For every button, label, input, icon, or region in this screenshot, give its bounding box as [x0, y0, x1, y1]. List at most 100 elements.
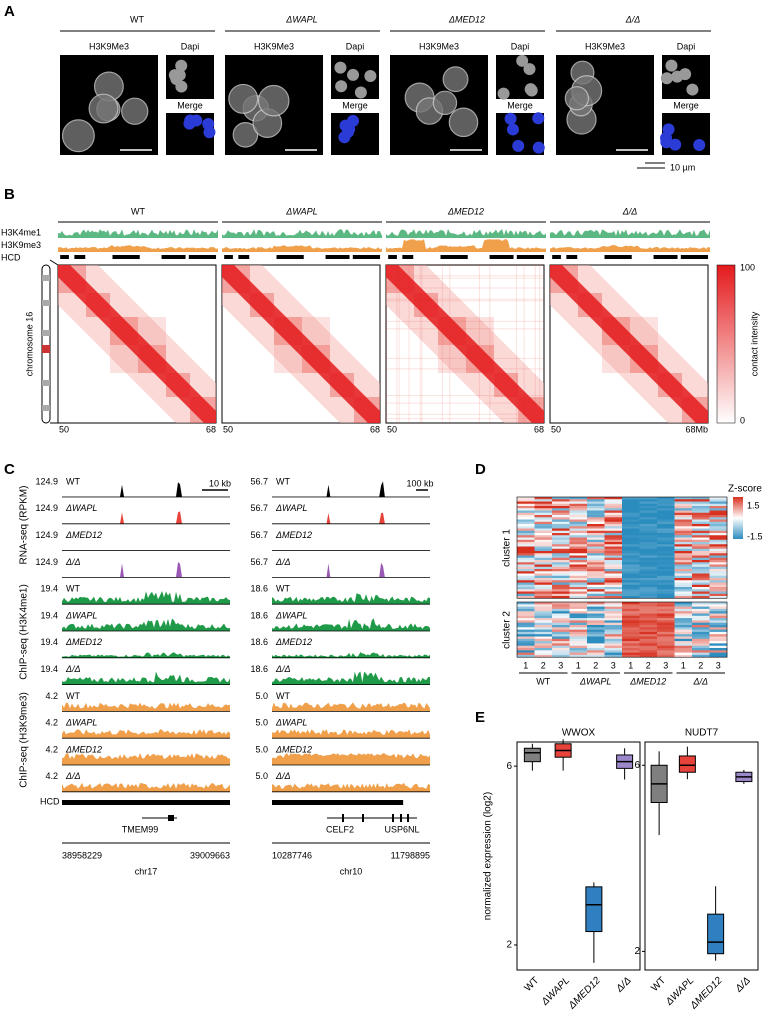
y-tick-label: 6 — [634, 760, 640, 771]
coord-label: 39009663 — [190, 850, 230, 860]
image-label: Merge — [507, 100, 533, 110]
nucleus — [257, 84, 290, 117]
heatmap-cell — [622, 582, 640, 586]
replicate-label: 3 — [716, 660, 721, 670]
heatmap-cell — [674, 625, 693, 628]
heatmap-cell — [639, 537, 658, 541]
heatmap-cell — [604, 546, 623, 550]
heatmap-cell — [604, 604, 623, 607]
heatmap-cell — [604, 596, 623, 599]
heatmap-cell — [674, 648, 693, 651]
heatmap-cell — [552, 582, 570, 586]
heatmap-cell — [639, 503, 658, 507]
heatmap-cell — [517, 499, 535, 502]
signal-track — [272, 562, 430, 578]
heatmap-cell — [692, 519, 710, 523]
heatmap-cell — [622, 515, 640, 518]
heatmap-cell — [552, 575, 570, 579]
heatmap-cell — [674, 622, 693, 626]
heatmap-cell — [622, 602, 640, 605]
heatmap-cell — [692, 587, 710, 590]
heatmap-cell — [709, 611, 728, 614]
heatmap-cell — [517, 584, 535, 588]
heatmap-cell — [569, 648, 588, 651]
heatmap-cell — [622, 608, 640, 612]
hcd-bar — [276, 255, 304, 259]
heatmap-cell — [709, 524, 728, 527]
heatmap-cell — [639, 589, 658, 592]
heatmap-cell — [692, 528, 710, 532]
heatmap-cell — [622, 517, 640, 520]
heatmap-cell — [674, 535, 693, 538]
track-scale: 5.0 — [255, 744, 268, 754]
heatmap-cell — [569, 606, 588, 610]
gene-label: USP6NL — [384, 824, 419, 834]
image-label: H3K9Me3 — [419, 41, 459, 51]
heatmap-cell — [692, 537, 710, 541]
heatmap-cell — [639, 634, 658, 637]
box — [523, 747, 541, 763]
heatmap-cell — [552, 517, 570, 520]
heatmap-cell — [587, 564, 605, 568]
heatmap-cell — [534, 648, 553, 651]
y-tick-label: 2 — [634, 946, 640, 957]
heatmap-cell — [569, 569, 588, 572]
heatmap-cell — [692, 553, 710, 556]
heatmap-cell — [552, 519, 570, 523]
heatmap-cell — [622, 648, 640, 651]
heatmap-cell — [709, 555, 728, 559]
heatmap-cell — [674, 515, 693, 518]
hcd-bar — [60, 255, 69, 259]
heatmap-cell — [692, 604, 710, 607]
heatmap-cell — [657, 512, 675, 516]
heatmap-cell — [622, 613, 640, 617]
heatmap-cell — [639, 564, 658, 568]
heatmap-cell — [552, 524, 570, 527]
heatmap-cell — [587, 575, 605, 579]
heatmap-cell — [604, 517, 623, 520]
heatmap-cell — [674, 643, 693, 646]
heatmap-cell — [517, 654, 535, 658]
heatmap-cell — [709, 564, 728, 568]
heatmap-cell — [674, 618, 693, 621]
panel-label: A — [4, 3, 15, 20]
track-scale: 19.4 — [40, 610, 58, 620]
nucleus — [679, 68, 692, 81]
heatmap-cell — [657, 560, 675, 563]
heatmap-cell — [569, 634, 588, 637]
exon — [342, 814, 344, 822]
track-name: Δ/Δ — [275, 664, 291, 674]
hcd-bar — [112, 255, 140, 259]
heatmap-cell — [674, 615, 693, 619]
heatmap-cell — [657, 587, 675, 590]
heatmap-cell — [622, 596, 640, 599]
heatmap-cell — [587, 562, 605, 565]
nucleus — [121, 97, 149, 125]
heatmap-cell — [622, 615, 640, 619]
heatmap-cell — [709, 510, 728, 514]
heatmap-cell — [709, 622, 728, 626]
heatmap-cell — [639, 571, 658, 574]
heatmap-cell — [657, 636, 675, 640]
heatmap-cell — [604, 564, 623, 568]
panel-label: C — [4, 461, 15, 478]
nucleus — [183, 117, 196, 130]
heatmap-cell — [534, 564, 553, 568]
heatmap-cell — [657, 499, 675, 502]
heatmap-cell — [657, 650, 675, 653]
plot-frame — [516, 741, 641, 971]
heatmap-cell — [552, 578, 570, 581]
heatmap-cell — [569, 643, 588, 646]
heatmap-cell — [534, 608, 553, 612]
heatmap-cell — [517, 587, 535, 590]
heatmap-cell — [517, 613, 535, 617]
heatmap-cell — [622, 575, 640, 579]
heatmap-cell — [604, 620, 623, 623]
heatmap-cell — [587, 551, 605, 554]
track-name: WT — [276, 584, 290, 594]
heatmap-cell — [692, 580, 710, 583]
heatmap-cell — [622, 573, 640, 577]
heatmap-cell — [709, 606, 728, 610]
heatmap-cell — [587, 596, 605, 599]
track-name: ΔMED12 — [275, 637, 312, 647]
